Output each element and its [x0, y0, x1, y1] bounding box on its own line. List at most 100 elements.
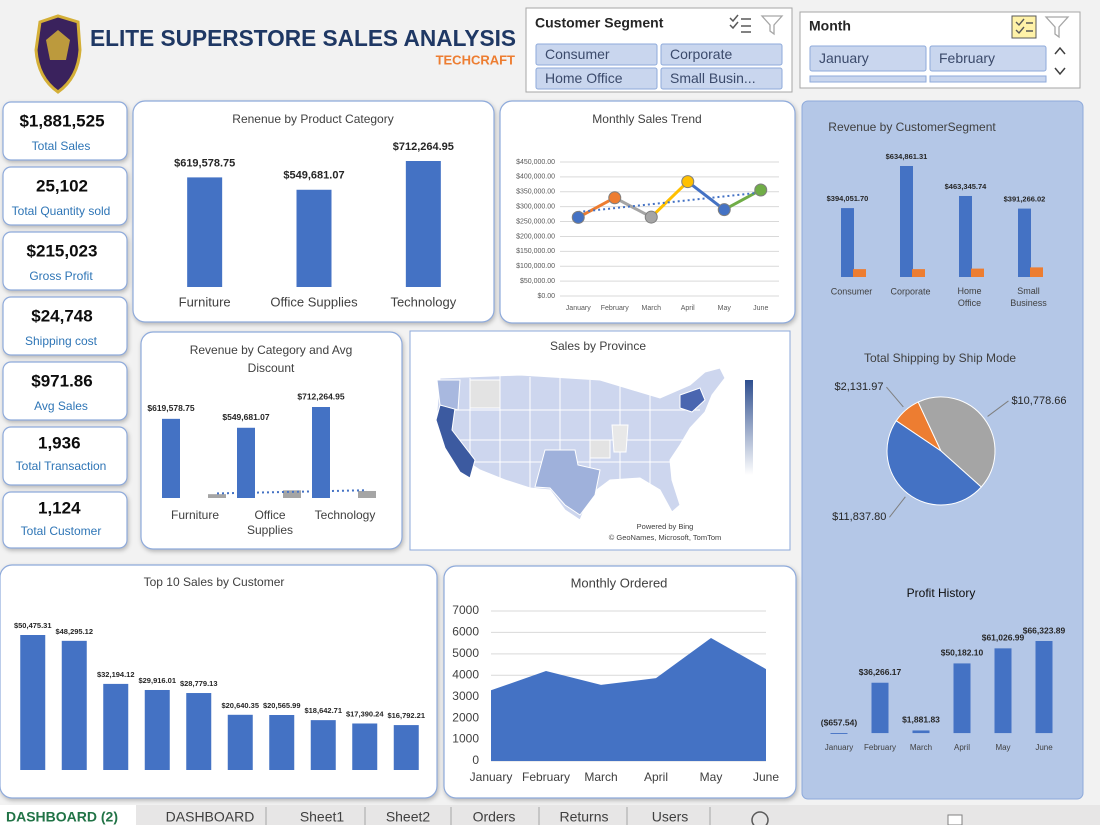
kpi-value: $971.86	[31, 371, 92, 390]
x-tick-label: June	[753, 770, 779, 784]
data-label: $712,264.95	[393, 141, 454, 153]
y-tick-label: 3000	[452, 689, 479, 703]
multi-select-icon[interactable]	[729, 14, 751, 33]
bar	[953, 663, 971, 734]
bar	[312, 407, 330, 498]
x-tick-label: January	[566, 305, 591, 312]
line-segment	[614, 196, 652, 219]
data-label: ($657.54)	[821, 717, 858, 727]
chart-title: Total Shipping by Ship Mode	[864, 351, 1016, 365]
bar	[871, 682, 889, 734]
sheet-tab[interactable]: DASHBOARD	[166, 809, 255, 825]
slicer-item[interactable]	[535, 67, 658, 90]
chart-title: Revenue by Category and Avg Discount	[190, 343, 353, 375]
map-credit: Powered by Bing	[637, 522, 694, 531]
x-tick-label: May	[718, 305, 732, 312]
line-segment	[723, 188, 762, 211]
kpi-value: 1,124	[38, 498, 81, 517]
data-label: $32,194.12	[97, 670, 135, 679]
x-tick-label: March	[910, 743, 932, 752]
line-point	[717, 203, 731, 217]
data-label: $50,182.10	[941, 648, 984, 658]
slicer-item-label: Consumer	[545, 46, 610, 62]
data-label: $549,681.07	[283, 170, 344, 182]
line-segment	[577, 196, 616, 219]
kpi-card	[2, 296, 128, 356]
x-tick-label: Corporate	[890, 286, 930, 296]
chart-title: Renenue by Product Category	[232, 112, 393, 126]
sheet-tab[interactable]: Sheet2	[386, 809, 431, 825]
kpi-card	[2, 491, 128, 549]
data-label: $36,266.17	[859, 667, 902, 677]
chart-title: Top 10 Sales by Customer	[144, 575, 285, 589]
scroll-box	[947, 814, 963, 825]
sheet-tab[interactable]: Sheet1	[300, 809, 345, 825]
kpi-card	[2, 426, 128, 486]
slicer-item[interactable]	[535, 43, 658, 66]
x-tick-label: Office Supplies	[247, 508, 293, 537]
data-label: $394,051.70	[827, 194, 869, 203]
y-tick-label: $100,000.00	[516, 263, 555, 270]
sheet-tab[interactable]: Users	[652, 809, 689, 825]
y-tick-label: $50,000.00	[520, 278, 555, 285]
slicer-item-label: January	[819, 50, 869, 66]
kpi-value: $215,023	[27, 241, 98, 260]
bar	[393, 725, 419, 770]
bar	[1035, 641, 1053, 734]
bar	[208, 494, 226, 498]
y-tick-label: $250,000.00	[516, 218, 555, 225]
x-tick-label: Furniture	[179, 294, 231, 309]
x-tick-label: April	[954, 743, 970, 752]
sheet-tab[interactable]: Orders	[473, 809, 516, 825]
bar	[237, 427, 255, 498]
data-label: $66,323.89	[1023, 625, 1066, 635]
data-label: $619,578.75	[174, 157, 235, 169]
dashboard-title: ELITE SUPERSTORE SALES ANALYSIS	[90, 25, 516, 51]
x-tick-label: April	[681, 305, 695, 312]
y-tick-label: $200,000.00	[516, 233, 555, 240]
bar	[912, 269, 925, 277]
line-point	[644, 210, 658, 224]
x-tick-label: Technology	[390, 294, 456, 309]
slicer-item[interactable]	[929, 45, 1047, 72]
slicer-scroll[interactable]	[1054, 46, 1066, 76]
kpi-label: Total Customer	[21, 524, 102, 538]
slicer-item[interactable]	[660, 67, 783, 90]
multi-select-glyph	[1015, 18, 1033, 35]
add-sheet[interactable]	[751, 811, 769, 825]
kpi-value: $24,748	[31, 306, 92, 325]
kpi-value: 1,936	[38, 433, 81, 452]
kpi-label: Avg Sales	[34, 399, 88, 413]
kpi-label: Gross Profit	[29, 269, 93, 283]
slicer-title: Month	[809, 18, 851, 34]
data-label: $20,640.35	[221, 701, 259, 710]
kpi-label: Total Transaction	[16, 459, 107, 473]
chart-title: Monthly Sales Trend	[592, 112, 701, 126]
slicer-item[interactable]	[660, 43, 783, 66]
slicer-item-label: February	[939, 50, 995, 66]
data-label: $634,861.31	[886, 152, 928, 161]
tab-bar	[0, 805, 1100, 825]
slicer-item[interactable]	[809, 45, 927, 72]
y-tick-label: 7000	[452, 603, 479, 617]
clear-filter-icon[interactable]	[760, 15, 784, 36]
kpi-value: $1,881,525	[19, 111, 104, 130]
kpi-value: 25,102	[36, 176, 88, 195]
kpi-card	[2, 231, 128, 291]
data-label: $1,881.83	[902, 715, 940, 725]
x-tick-label: Furniture	[171, 508, 219, 522]
chart-title: Revenue by CustomerSegment	[828, 120, 996, 134]
sheet-tab[interactable]: DASHBOARD (2)	[6, 809, 118, 825]
y-tick-label: 6000	[452, 625, 479, 639]
x-tick-label: February	[601, 305, 630, 312]
x-tick-label: February	[522, 770, 570, 784]
slicer-item-partial	[929, 75, 1047, 83]
bar	[162, 418, 180, 498]
map-legend	[745, 380, 753, 475]
slicer-title: Customer Segment	[535, 15, 664, 31]
chart-title: Sales by Province	[550, 339, 646, 353]
clear-filter-icon[interactable]	[1044, 16, 1070, 39]
data-label: $29,916.01	[138, 676, 176, 685]
sheet-tab[interactable]: Returns	[559, 809, 608, 825]
